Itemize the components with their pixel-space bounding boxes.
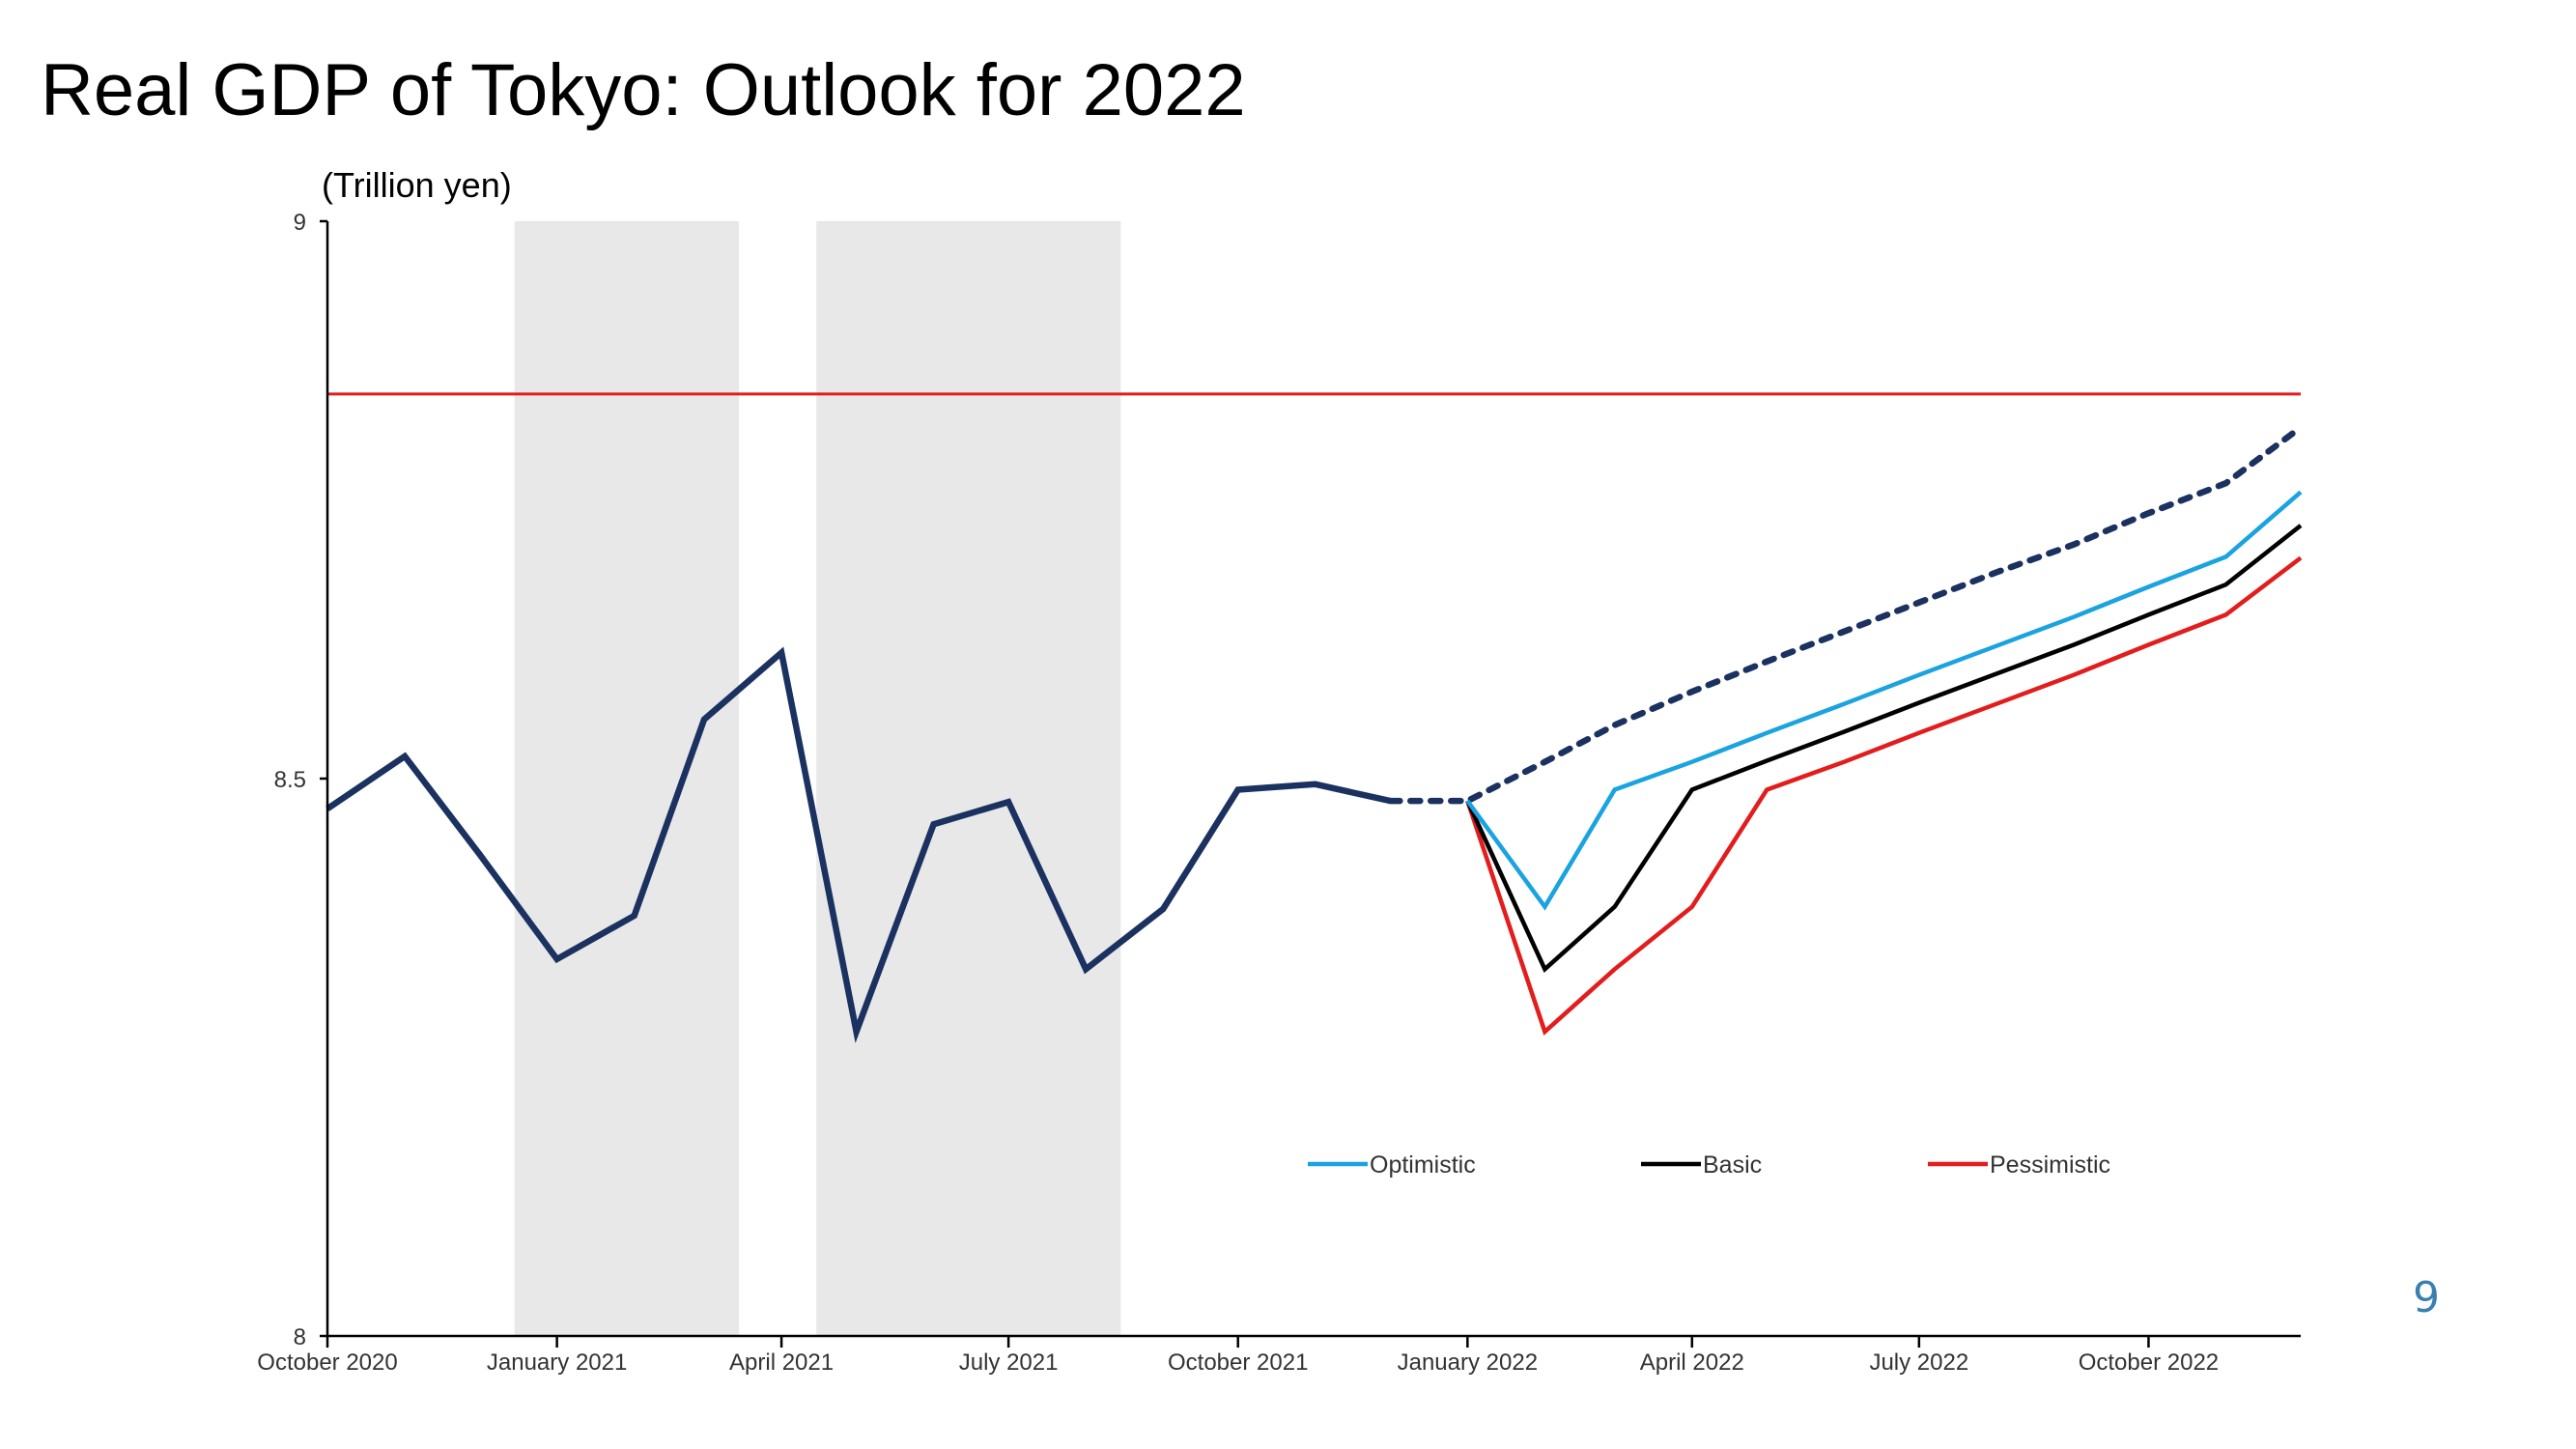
series-line-pessimistic <box>1465 555 2303 1036</box>
y-tick-label: 8.5 <box>274 767 306 793</box>
x-tick-label: July 2021 <box>959 1350 1059 1376</box>
y-axis-unit-label: (Trillion yen) <box>322 165 512 205</box>
slide-title: Real GDP of Tokyo: Outlook for 2022 <box>41 49 1246 131</box>
x-tick-label: April 2022 <box>1640 1350 1744 1376</box>
x-tick-label: January 2021 <box>487 1350 627 1376</box>
legend: Optimistic Basic Pessimistic <box>1308 1151 2110 1179</box>
series-layer <box>326 424 2305 1043</box>
series-line-trend <box>1387 424 2305 805</box>
x-tick-label: January 2022 <box>1398 1350 1538 1376</box>
legend-label-pessimistic: Pessimistic <box>1990 1151 2110 1179</box>
y-tick-label: 8 <box>294 1324 306 1350</box>
legend-label-optimistic: Optimistic <box>1370 1151 1476 1179</box>
shaded-period-2 <box>816 221 1121 1336</box>
shaded-period-1 <box>514 221 740 1336</box>
series-line-optimistic <box>1465 490 2303 911</box>
x-tick-label: October 2021 <box>1168 1350 1308 1376</box>
axes: 8 8.5 9 October 2020 January 2021 April 2021 J… <box>257 210 2301 1376</box>
x-tick-label: April 2021 <box>729 1350 834 1376</box>
x-tick-label: July 2022 <box>1869 1350 1968 1376</box>
series-line-actual <box>326 646 1392 1043</box>
shaded-periods <box>514 221 1121 1336</box>
legend-label-basic: Basic <box>1703 1151 1762 1179</box>
x-tick-label: October 2022 <box>2079 1350 2219 1376</box>
series-line-basic <box>1465 524 2303 974</box>
x-tick-label: October 2020 <box>257 1350 397 1376</box>
y-tick-label: 9 <box>294 210 306 236</box>
page-number: 9 <box>2413 1273 2440 1322</box>
